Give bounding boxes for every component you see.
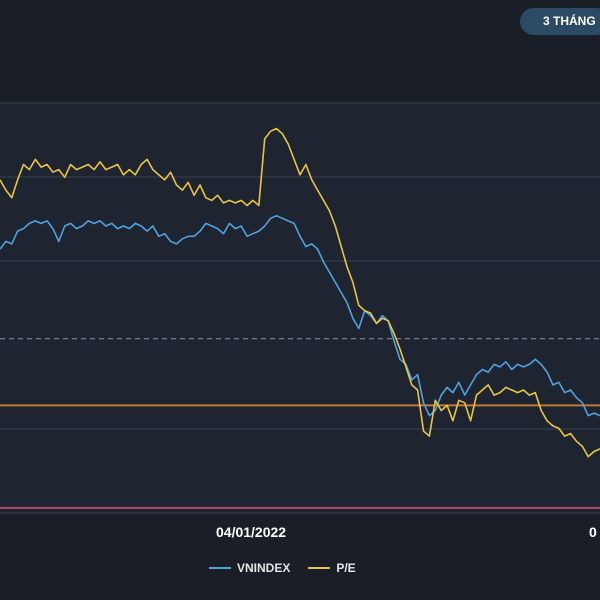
legend-label-vnindex: VNINDEX: [237, 561, 291, 575]
plot-area: [0, 103, 600, 513]
vnindex-swatch: [209, 567, 231, 569]
x-tick-label-2: 0: [589, 524, 597, 540]
range-3-months-button[interactable]: 3 THÁNG: [520, 8, 600, 35]
series-line-pe: [0, 127, 600, 458]
legend-item-pe[interactable]: P/E: [308, 561, 356, 575]
series-line-vnindex: [0, 214, 600, 417]
chart-legend: VNINDEX P/E: [209, 561, 374, 575]
x-tick-label-1: 04/01/2022: [216, 524, 287, 540]
legend-item-vnindex[interactable]: VNINDEX: [209, 561, 290, 575]
pe-swatch: [308, 567, 331, 569]
legend-label-pe: P/E: [336, 561, 356, 575]
